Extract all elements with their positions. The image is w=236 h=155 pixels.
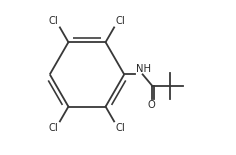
Text: Cl: Cl: [49, 16, 58, 26]
Text: NH: NH: [136, 64, 151, 74]
Text: Cl: Cl: [116, 123, 125, 133]
Text: Cl: Cl: [49, 123, 58, 133]
Text: Cl: Cl: [116, 16, 125, 26]
Text: O: O: [147, 100, 155, 110]
